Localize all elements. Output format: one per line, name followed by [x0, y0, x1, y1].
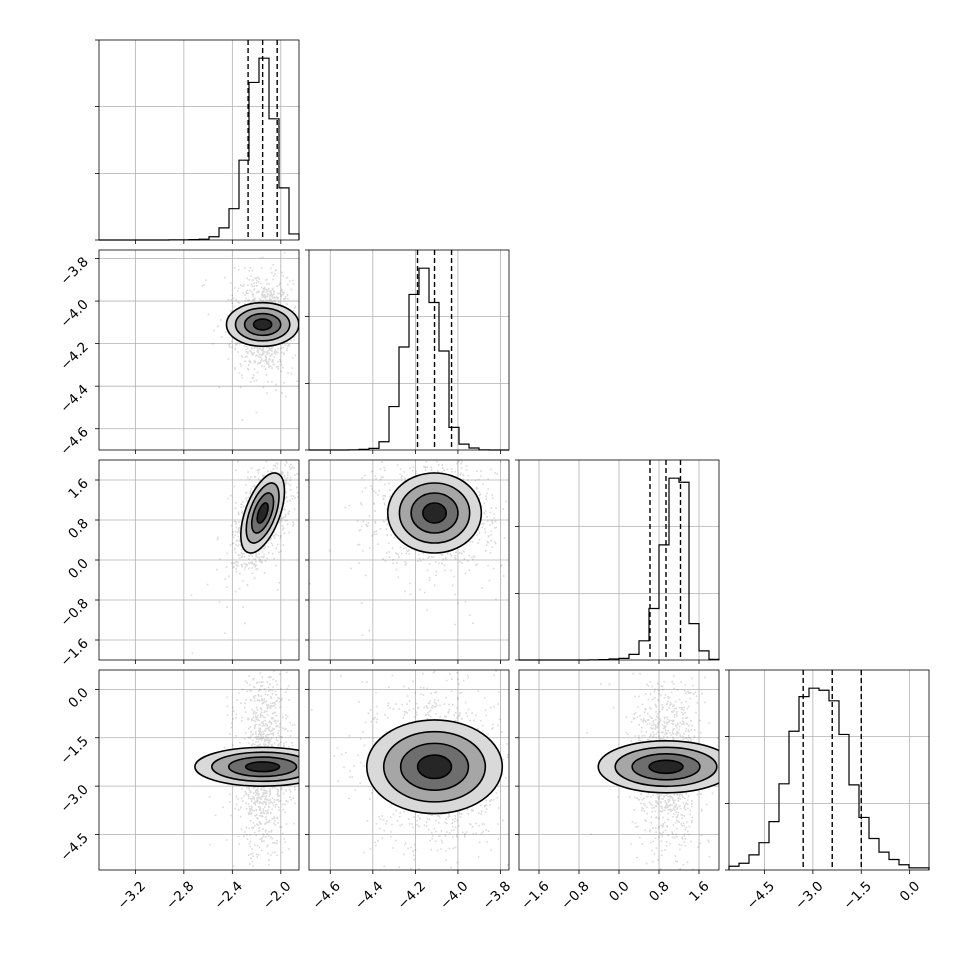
density-shading	[240, 472, 285, 553]
scatter-panel-3-4	[515, 669, 720, 874]
y-tick-label-3-1: −1.6	[57, 636, 91, 670]
contour-4	[240, 472, 286, 554]
density-shading	[366, 719, 503, 814]
contour-1	[252, 318, 273, 331]
scatter-content	[586, 672, 719, 870]
x-tick-label-2-1: −4.6	[309, 878, 343, 912]
scatter-panel-1-3	[95, 459, 300, 664]
x-tick-label-3-1: −1.6	[518, 878, 552, 912]
x-tick-label-1-4: −2.0	[260, 878, 294, 912]
scatter-frame-2-3	[308, 459, 510, 661]
scatter-panel-2-3	[305, 459, 510, 664]
y-tick-label-4-1: −4.5	[57, 830, 91, 864]
hist-frame-3	[518, 459, 720, 661]
scatter-content	[190, 460, 299, 654]
contour-2	[631, 752, 701, 781]
density-shading	[226, 302, 299, 347]
scatter-content	[309, 460, 509, 637]
x-tick-label-4-2: −3.0	[792, 878, 826, 912]
contour-1	[244, 761, 281, 773]
hist-panel-4	[725, 669, 930, 874]
scatter-frame-1-3	[98, 459, 300, 661]
y-tick-label-2-4: −4.0	[57, 297, 91, 331]
y-tick-label-3-4: 0.8	[65, 516, 92, 543]
scatter-panel-2-4	[305, 669, 510, 874]
contour-4	[386, 472, 483, 554]
scatter-content	[194, 670, 299, 870]
contour-3	[245, 482, 280, 544]
contour-2	[399, 742, 470, 791]
y-tick-label-4-3: −1.5	[57, 733, 91, 767]
scatter-content	[310, 670, 509, 870]
y-tick-label-2-3: −4.2	[57, 339, 91, 373]
x-tick-label-3-5: 1.6	[686, 878, 713, 905]
contour-1	[416, 754, 453, 780]
contour-4	[365, 719, 504, 815]
x-tick-label-3-4: 0.8	[646, 878, 673, 905]
y-tick-label-3-3: 0.0	[65, 556, 92, 583]
density-level-1	[245, 761, 280, 772]
contour-4	[194, 746, 299, 787]
y-tick-label-4-4: 0.0	[65, 685, 92, 712]
contour-1	[256, 502, 269, 524]
scatter-grid-1-2	[99, 250, 299, 450]
x-tick-label-2-2: −4.4	[352, 878, 386, 912]
histogram-1	[99, 57, 300, 241]
x-tick-label-4-4: 0.0	[897, 878, 924, 905]
scatter-panel-1-2	[95, 249, 300, 454]
density-shading	[387, 473, 482, 553]
hist-panel-3	[515, 459, 720, 664]
hist-frame-4	[728, 669, 930, 871]
contour-2	[250, 492, 275, 534]
contour-3	[398, 482, 471, 544]
contour-3	[211, 751, 299, 783]
scatter-frame-1-2	[98, 249, 300, 451]
x-tick-label-2-4: −4.0	[437, 878, 471, 912]
hist-grid-1	[99, 40, 299, 240]
hist-panel-1	[95, 39, 300, 244]
x-tick-label-2-5: −3.8	[480, 878, 514, 912]
y-tick-label-2-2: −4.4	[57, 382, 91, 416]
density-level-1	[417, 755, 452, 779]
contour-2	[227, 756, 298, 778]
density-level-1	[649, 760, 683, 774]
contour-3	[614, 746, 718, 788]
density-level-1	[253, 319, 272, 330]
contour-3	[234, 307, 291, 342]
density-level-1	[422, 503, 447, 523]
scatter-frame-2-4	[308, 669, 510, 871]
contour-2	[243, 312, 282, 337]
scatter-frame-1-4	[98, 669, 300, 871]
contour-4	[597, 739, 719, 794]
x-tick-label-3-2: −0.8	[558, 878, 592, 912]
y-tick-label-2-5: −3.8	[57, 254, 91, 288]
y-tick-label-2-1: −4.6	[57, 424, 91, 458]
density-level-1	[257, 502, 269, 523]
contour-1	[422, 502, 448, 524]
x-tick-label-1-1: −3.2	[114, 878, 148, 912]
histogram-2	[309, 267, 509, 451]
y-tick-label-4-2: −3.0	[57, 782, 91, 816]
hist-frame-2	[308, 249, 510, 451]
hist-panel-2	[305, 249, 510, 454]
x-tick-label-2-3: −4.2	[395, 878, 429, 912]
scatter-panel-1-4	[95, 669, 300, 874]
y-tick-label-3-5: 1.6	[65, 476, 92, 503]
y-tick-label-3-2: −0.8	[57, 596, 91, 630]
histogram-4	[728, 687, 930, 870]
x-tick-label-4-3: −1.5	[840, 878, 874, 912]
x-tick-label-1-3: −2.4	[211, 878, 245, 912]
scatter-frame-3-4	[518, 669, 720, 871]
hist-grid-2	[309, 250, 509, 450]
contour-3	[382, 730, 487, 803]
x-tick-label-3-3: 0.0	[606, 878, 633, 905]
contour-1	[648, 759, 684, 775]
x-tick-label-4-1: −4.5	[744, 878, 778, 912]
scatter-content	[201, 251, 299, 421]
hist-frame-1	[98, 39, 300, 241]
contour-2	[410, 492, 459, 534]
x-tick-label-1-2: −2.8	[163, 878, 197, 912]
